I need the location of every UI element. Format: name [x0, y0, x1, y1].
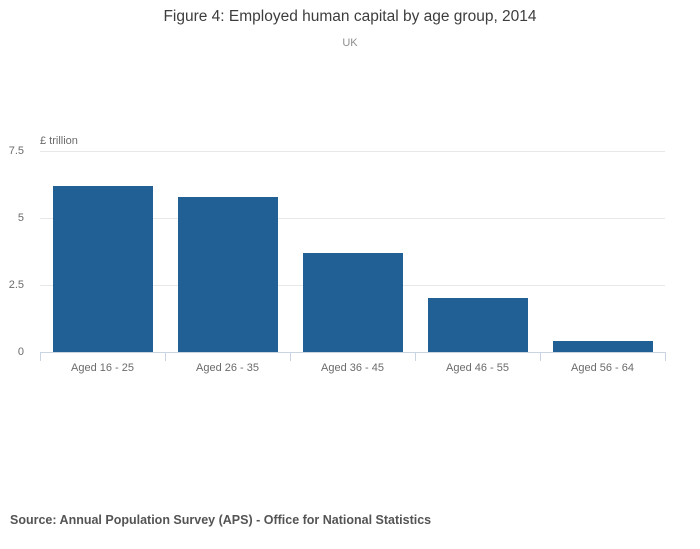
- gridline: [40, 218, 665, 219]
- x-axis-label: Aged 46 - 55: [446, 362, 509, 374]
- y-tick-label: 2.5: [8, 279, 24, 291]
- gridline: [40, 151, 665, 152]
- bar: [302, 252, 403, 352]
- x-axis-line: [40, 352, 665, 353]
- x-axis-label: Aged 16 - 25: [71, 362, 134, 374]
- x-tick: [165, 352, 166, 361]
- x-tick: [665, 352, 666, 361]
- x-tick: [415, 352, 416, 361]
- bar: [552, 341, 653, 352]
- chart-subtitle: UK: [342, 37, 358, 49]
- bar: [427, 298, 528, 352]
- y-axis-unit-label: £ trillion: [40, 135, 78, 147]
- y-tick-label: 5: [17, 212, 24, 224]
- bar: [52, 185, 153, 352]
- x-axis-label: Aged 56 - 64: [571, 362, 634, 374]
- x-tick: [290, 352, 291, 361]
- x-axis-label: Aged 26 - 35: [196, 362, 259, 374]
- y-tick-label: 0: [17, 346, 24, 358]
- bar: [177, 196, 278, 352]
- x-axis-label: Aged 36 - 45: [321, 362, 384, 374]
- x-tick: [540, 352, 541, 361]
- chart-title: Figure 4: Employed human capital by age …: [163, 8, 537, 25]
- plot-area: 0 2.5 5 7.5 Aged 16 - 25 Aged 26 - 35 Aged 36 …: [9, 145, 666, 374]
- source-attribution: Source: Annual Population Survey (APS) -…: [10, 513, 432, 527]
- y-tick-label: 7.5: [8, 145, 24, 157]
- x-tick: [40, 352, 41, 361]
